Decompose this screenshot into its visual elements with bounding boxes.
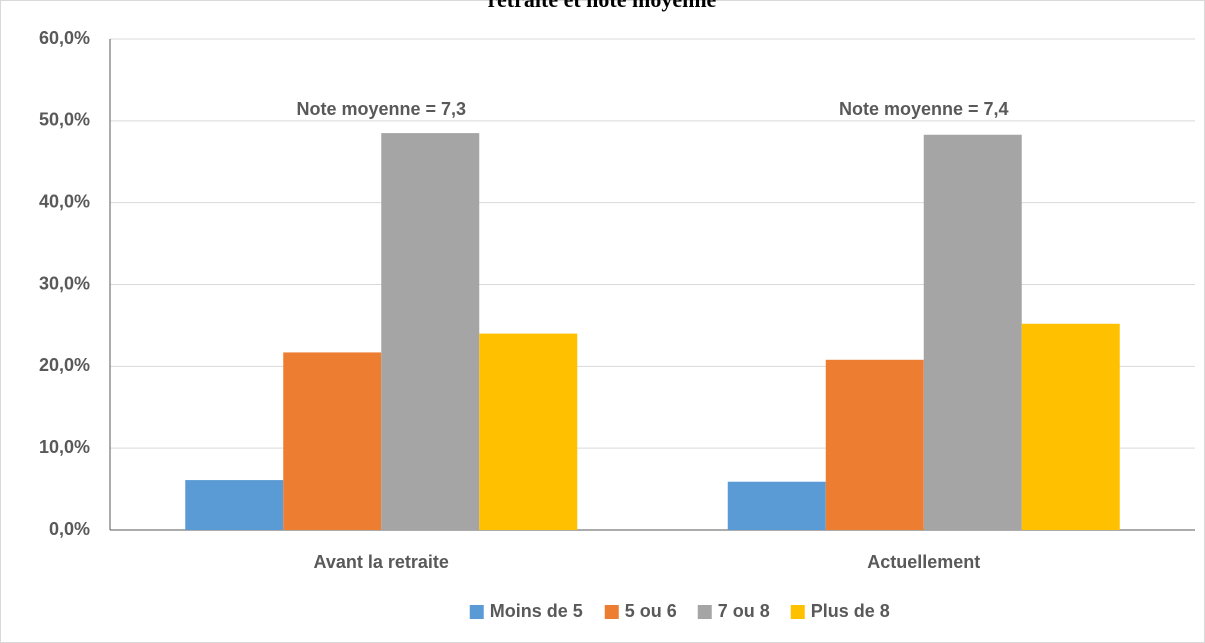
legend-swatch bbox=[697, 605, 712, 619]
bar bbox=[727, 481, 826, 530]
x-tick-label: Actuellement bbox=[867, 552, 980, 572]
y-tick-label: 50,0% bbox=[39, 110, 90, 130]
legend-swatch bbox=[790, 605, 805, 619]
y-tick-label: 0,0% bbox=[49, 519, 90, 539]
legend-label: 5 ou 6 bbox=[625, 601, 677, 621]
legend-label: Plus de 8 bbox=[811, 601, 890, 621]
legend-label: 7 ou 8 bbox=[718, 601, 770, 621]
y-tick-label: 60,0% bbox=[39, 28, 90, 48]
bar bbox=[185, 480, 284, 530]
legend-swatch bbox=[604, 605, 619, 619]
bar bbox=[825, 359, 924, 530]
bar bbox=[479, 333, 578, 530]
x-tick-label: Avant la retraite bbox=[314, 552, 449, 572]
bar bbox=[381, 133, 480, 530]
y-tick-label: 40,0% bbox=[39, 191, 90, 211]
bar bbox=[283, 352, 382, 530]
legend-swatch bbox=[469, 605, 484, 619]
annotation: Note moyenne = 7,3 bbox=[296, 99, 466, 119]
legend-label: Moins de 5 bbox=[490, 601, 583, 621]
y-tick-label: 30,0% bbox=[39, 273, 90, 293]
y-tick-label: 10,0% bbox=[39, 437, 90, 457]
annotation: Note moyenne = 7,4 bbox=[839, 99, 1009, 119]
chart-title: retraite et note moyenne bbox=[488, 0, 717, 12]
bar bbox=[1021, 323, 1120, 530]
y-tick-label: 20,0% bbox=[39, 355, 90, 375]
bar bbox=[923, 134, 1022, 530]
